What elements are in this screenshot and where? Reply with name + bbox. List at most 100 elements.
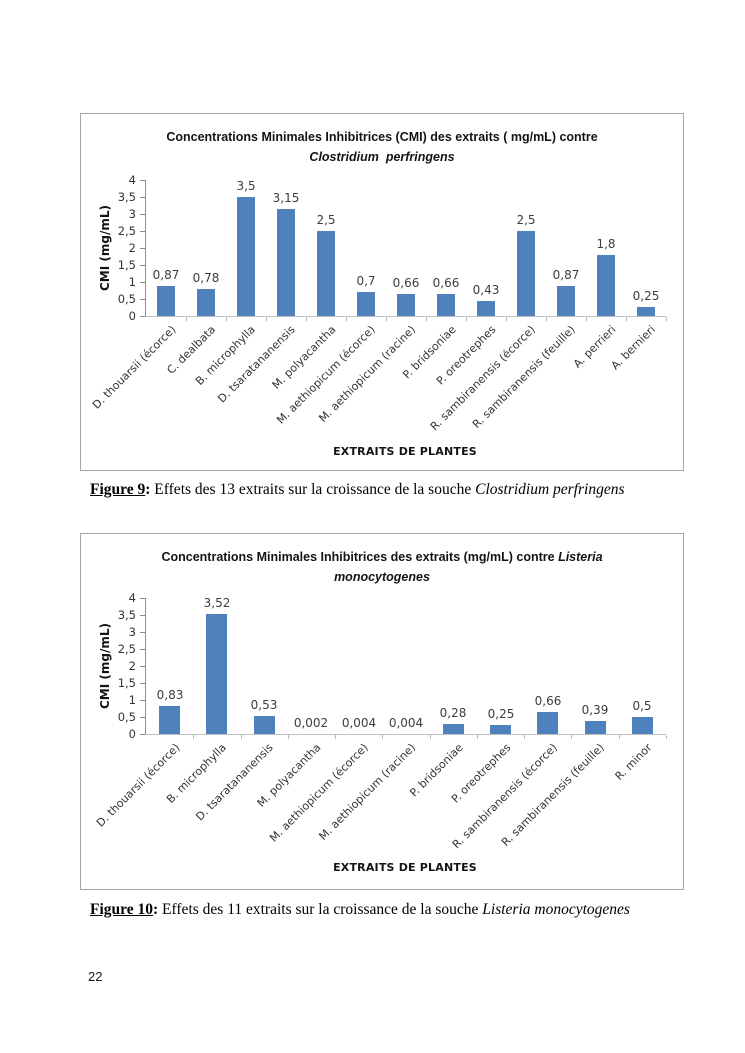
x-tick-mark [430,735,431,739]
bar [477,301,495,316]
x-category-label: R. minor [612,741,655,783]
bar-value-label: 0,004 [388,716,424,730]
bar [517,231,535,316]
bar-value-label: 0,25 [632,289,660,303]
bar [637,307,655,316]
x-tick-mark [186,317,187,321]
x-tick-mark [226,317,227,321]
x-tick-mark [571,735,572,739]
y-tick-label: 0 [128,309,136,323]
bar-value-label: 0,002 [293,716,329,730]
bar-value-label: 3,52 [203,596,231,610]
y-tick-mark [140,265,145,266]
y-tick-label: 1 [128,275,136,289]
y-tick-label: 2,5 [117,642,136,656]
bar-value-label: 0,66 [432,276,460,290]
y-tick-mark [140,649,145,650]
bar-value-label: 0,87 [552,268,580,282]
y-axis-ticks: 0 0,5 1 1,5 2 2,5 3 3,5 4 [101,591,141,741]
y-tick-label: 4 [128,591,136,605]
bar-value-label: 2,5 [516,213,536,227]
x-tick-mark [506,317,507,321]
bar [254,716,275,734]
bar [585,721,606,734]
y-tick-mark [140,214,145,215]
y-tick-mark [140,180,145,181]
bar [537,712,558,734]
y-tick-label: 3,5 [117,608,136,622]
x-tick-mark [466,317,467,321]
bar [632,717,653,734]
y-tick-mark [140,700,145,701]
plot-area: 0,83 3,52 0,53 0,002 0,004 0,004 0,28 0,25 0,66 0… [140,596,667,739]
bar-value-label: 0,66 [534,694,562,708]
y-tick-mark [140,299,145,300]
x-tick-mark [619,735,620,739]
x-tick-mark [426,317,427,321]
y-tick-mark [140,717,145,718]
x-tick-mark [193,735,194,739]
x-tick-mark [241,735,242,739]
bar-value-label: 0,39 [581,703,609,717]
figure-label: Figure 9 [90,481,146,498]
chart-title-line1: Concentrations Minimales Inhibitrices (C… [166,130,598,144]
y-tick-label: 2 [128,659,136,673]
y-tick-label: 4 [128,173,136,187]
y-tick-label: 3 [128,625,136,639]
y-tick-mark [140,683,145,684]
figure-caption-text: Effets des 11 extraits sur la croissance… [162,901,483,918]
x-category-label: D. tsaratananensis [215,323,299,406]
y-tick-label: 0 [128,727,136,741]
figure-9-chart: Concentrations Minimales Inhibitrices (C… [80,113,684,471]
bar-value-label: 1,8 [596,237,616,251]
bar [397,294,415,316]
y-tick-mark [140,666,145,667]
bar-value-label: 0,28 [439,706,467,720]
y-tick-label: 0,5 [117,292,136,306]
x-tick-mark [306,317,307,321]
figure-9-caption: Figure 9: Effets des 13 extraits sur la … [90,481,625,499]
bar [159,706,180,734]
bar [237,197,255,316]
bar-value-label: 0,5 [632,699,652,713]
x-axis-labels: D. thouarsii (écorce) B. microphylla D. ts… [94,735,665,851]
bar [443,724,464,734]
chart-title-line2: Clostridium perfringens [309,150,455,164]
bar [597,255,615,316]
bar-value-label: 3,5 [236,179,256,193]
bar [437,294,455,316]
x-tick-mark [288,735,289,739]
x-tick-mark [546,317,547,321]
x-tick-mark [586,317,587,321]
y-tick-label: 1 [128,693,136,707]
x-tick-mark [266,317,267,321]
y-axis-ticks: 0 0,5 1 1,5 2 2,5 3 3,5 4 [101,173,141,323]
bar-value-label: 0,25 [487,707,515,721]
figure-caption-species: Clostridium perfringens [475,481,625,498]
figure-caption-text: Effets des 13 extraits sur la croissance… [154,481,476,498]
y-tick-label: 3 [128,207,136,221]
bar [357,292,375,316]
x-axis-title: EXTRAITS DE PLANTES [333,445,477,458]
x-category-label: D. thouarsii (écorce) [93,741,183,830]
bar-value-label: 0,43 [472,283,500,297]
bar [197,289,215,316]
x-tick-mark [382,735,383,739]
figure-caption-separator: : [145,481,155,498]
y-tick-mark [140,598,145,599]
chart-title-line2: monocytogenes [334,570,430,584]
chart-title: Concentrations Minimales Inhibitrices (C… [81,114,683,167]
page-number: 22 [88,969,103,984]
y-tick-mark [140,632,145,633]
figure-10-caption: Figure 10: Effets des 11 extraits sur la… [90,901,630,919]
y-tick-label: 1,5 [117,676,136,690]
y-tick-mark [140,734,145,735]
y-tick-mark [140,282,145,283]
plot-area: 0,87 0,78 3,5 3,15 2,5 0,7 0,66 0,66 0,43 2,5 0,87… [140,179,667,321]
chart-title: Concentrations Minimales Inhibitrices de… [81,534,683,587]
y-tick-mark [140,248,145,249]
y-tick-mark [140,231,145,232]
bar-value-label: 0,78 [192,271,220,285]
y-tick-label: 2,5 [117,224,136,238]
